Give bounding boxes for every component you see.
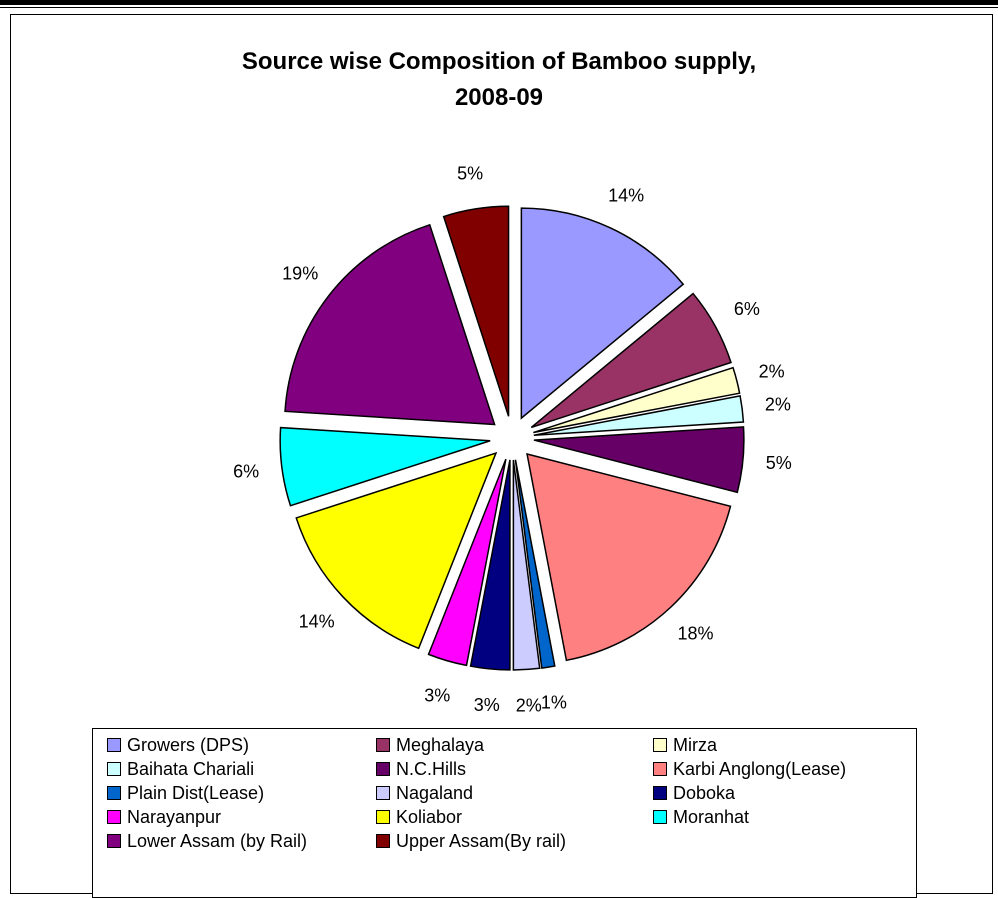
legend-item: Upper Assam(By rail)	[376, 831, 566, 851]
pie-slice-moranhat	[279, 426, 491, 507]
chart-title-line-2: 2008-09	[454, 84, 544, 111]
legend-swatch	[376, 834, 390, 848]
pie-data-label: 3%	[474, 695, 500, 715]
pie-slice-meghalaya	[530, 292, 732, 429]
legend-swatch	[107, 810, 121, 824]
legend-swatch	[653, 738, 667, 752]
legend-swatch	[653, 786, 667, 800]
pie-data-label: 14%	[299, 612, 335, 632]
pie-slice-lower-assam-by-rail	[284, 223, 496, 426]
legend-label: Growers (DPS)	[127, 735, 250, 755]
legend-item: Doboka	[653, 783, 735, 803]
pie-data-label: 5%	[457, 163, 483, 183]
pie-data-label: 19%	[282, 264, 318, 284]
legend-item: N.C.Hills	[376, 759, 466, 779]
legend-label: Koliabor	[396, 807, 463, 827]
top-border-thin-rule	[0, 7, 998, 8]
pie-data-label: 1%	[541, 693, 567, 713]
legend-item: Lower Assam (by Rail)	[107, 831, 307, 851]
legend-item: Karbi Anglong(Lease)	[653, 759, 846, 779]
legend-swatch	[107, 738, 121, 752]
pie-data-label: 6%	[233, 462, 259, 482]
pie-slice-plain-dist-lease	[514, 459, 556, 669]
chart-legend: Growers (DPS) Meghalaya Mirza Baihata Chari…	[92, 728, 917, 898]
legend-swatch	[376, 810, 390, 824]
pie-slice-mirza	[533, 366, 741, 434]
pie-data-label: 2%	[516, 696, 542, 716]
legend-item: Moranhat	[653, 807, 749, 827]
legend-swatch	[376, 786, 390, 800]
pie-slice-nagaland	[512, 459, 541, 671]
legend-label: Mirza	[673, 735, 717, 755]
pie-data-label: 2%	[759, 361, 785, 381]
pie-slice-growers-dps	[520, 207, 685, 420]
top-border-rule	[0, 0, 998, 5]
pie-slice-koliabor	[295, 451, 498, 650]
chart-title: Source wise Composition of Bamboo supply…	[0, 44, 998, 116]
legend-label: Doboka	[673, 783, 736, 803]
legend-item: Narayanpur	[107, 807, 221, 827]
pie-data-label: 14%	[608, 186, 644, 206]
legend-swatch	[107, 786, 121, 800]
pie-slice-baihata-chariali	[533, 395, 745, 436]
legend-item: Baihata Chariali	[107, 759, 254, 779]
pie-data-label: 18%	[677, 623, 713, 643]
legend-label: Nagaland	[396, 783, 474, 803]
pie-data-label: 2%	[765, 394, 791, 414]
legend-swatch	[653, 810, 667, 824]
pie-slice-karbi-anglong-lease	[526, 453, 732, 662]
legend-item: Koliabor	[376, 807, 462, 827]
legend-label: N.C.Hills	[396, 759, 466, 779]
legend-swatch	[376, 762, 390, 776]
pie-slice-narayanpur	[427, 458, 507, 667]
legend-item: Meghalaya	[376, 735, 484, 755]
legend-item: Nagaland	[376, 783, 473, 803]
legend-item: Growers (DPS)	[107, 735, 249, 755]
legend-label: Lower Assam (by Rail)	[127, 831, 308, 851]
legend-item: Plain Dist(Lease)	[107, 783, 264, 803]
pie-slice-n-c-hills	[533, 426, 745, 494]
legend-label: Plain Dist(Lease)	[127, 783, 265, 803]
pie-slice-doboka	[469, 459, 511, 671]
legend-label: Baihata Chariali	[127, 759, 255, 779]
legend-label: Narayanpur	[127, 807, 222, 827]
legend-swatch	[376, 738, 390, 752]
legend-label: Moranhat	[673, 807, 750, 827]
pie-slice-upper-assam-by-rail	[442, 205, 510, 417]
legend-label: Upper Assam(By rail)	[396, 831, 567, 851]
legend-swatch	[107, 834, 121, 848]
legend-label: Karbi Anglong(Lease)	[673, 759, 847, 779]
legend-swatch	[653, 762, 667, 776]
pie-data-label: 6%	[734, 299, 760, 319]
legend-item: Mirza	[653, 735, 717, 755]
legend-label: Meghalaya	[396, 735, 485, 755]
chart-title-line-1: Source wise Composition of Bamboo supply…	[241, 48, 757, 75]
legend-swatch	[107, 762, 121, 776]
pie-data-label: 5%	[766, 453, 792, 473]
pie-data-label: 3%	[424, 685, 450, 705]
